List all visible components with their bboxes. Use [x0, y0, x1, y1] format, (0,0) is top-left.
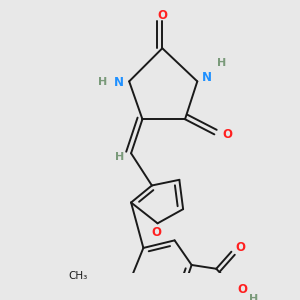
Text: H: H: [98, 77, 107, 87]
Text: O: O: [238, 283, 248, 296]
Text: O: O: [157, 9, 167, 22]
Text: N: N: [114, 76, 124, 89]
Text: O: O: [223, 128, 232, 141]
Text: H: H: [115, 152, 124, 162]
Text: H: H: [217, 58, 226, 68]
Text: O: O: [152, 226, 162, 239]
Text: O: O: [236, 242, 246, 254]
Text: CH₃: CH₃: [68, 271, 88, 281]
Text: N: N: [202, 71, 212, 84]
Text: H: H: [250, 294, 259, 300]
